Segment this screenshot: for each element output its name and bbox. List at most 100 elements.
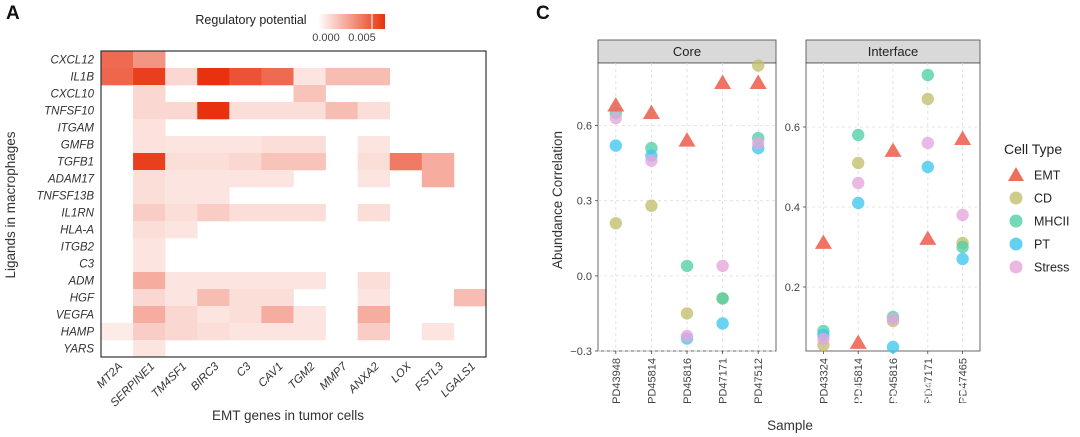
heat-cell bbox=[389, 153, 423, 171]
heat-cell bbox=[261, 306, 294, 324]
x-tick-label: PD45816 bbox=[888, 358, 900, 404]
heat-cell bbox=[229, 68, 262, 86]
x-tick-label: PD47465 bbox=[958, 358, 970, 404]
heat-cell bbox=[133, 340, 166, 358]
heat-cell bbox=[293, 102, 326, 120]
heat-cell bbox=[165, 221, 198, 239]
heat-cell bbox=[421, 323, 455, 341]
heat-cell bbox=[133, 119, 166, 137]
heatmap-row-label: TNFSF10 bbox=[44, 106, 94, 118]
heatmap-row-label: C3 bbox=[79, 259, 94, 271]
heatmap-col-label: CAV1 bbox=[256, 361, 285, 390]
heat-cell bbox=[453, 289, 487, 307]
facet-strip-label: Core bbox=[673, 44, 701, 59]
point-emt bbox=[607, 97, 625, 112]
point-emt bbox=[714, 74, 732, 89]
heatmap-col-label: MMP7 bbox=[318, 360, 350, 392]
legend-key-triangle bbox=[1008, 167, 1024, 181]
point-emt bbox=[642, 104, 660, 119]
heat-cell bbox=[357, 153, 391, 171]
point-pt bbox=[852, 196, 865, 210]
heat-cell bbox=[261, 136, 294, 154]
heatmap-col-label: TM4SF1 bbox=[150, 361, 190, 401]
legend-key-circle bbox=[1009, 260, 1023, 274]
point-emt bbox=[884, 142, 902, 157]
legend-label: MHCII bbox=[1034, 215, 1069, 229]
heat-cell bbox=[165, 289, 198, 307]
heat-cell bbox=[293, 153, 326, 171]
heat-cell bbox=[293, 272, 326, 290]
heat-cell bbox=[133, 221, 166, 239]
heat-cell bbox=[133, 153, 166, 171]
legend-label: Stress bbox=[1034, 261, 1069, 275]
heat-cell bbox=[165, 187, 198, 205]
heatmap-col-label: BIRC3 bbox=[189, 360, 222, 393]
heat-cell bbox=[357, 204, 391, 222]
scatter-y-title: Abundance Correlation bbox=[550, 131, 565, 269]
point-stress bbox=[956, 208, 969, 222]
y-tick-label: 0.2 bbox=[785, 282, 800, 294]
x-tick-label: PD43324 bbox=[818, 358, 830, 404]
heat-cell bbox=[133, 323, 166, 341]
heat-cell bbox=[261, 289, 294, 307]
heat-cell bbox=[229, 204, 262, 222]
heat-cell bbox=[165, 306, 198, 324]
y-tick-label: 0.3 bbox=[577, 196, 592, 208]
facet-strip-label: Interface bbox=[868, 44, 919, 59]
x-tick-label: PD47171 bbox=[718, 358, 730, 404]
heat-cell bbox=[101, 51, 134, 69]
heat-cell bbox=[197, 306, 230, 324]
point-mhcii bbox=[921, 68, 934, 82]
heatmap-col-label: MT2A bbox=[95, 360, 125, 390]
point-emt bbox=[749, 74, 767, 89]
heat-cell bbox=[197, 272, 230, 290]
heat-cell bbox=[261, 272, 294, 290]
heatmap-col-label: C3 bbox=[235, 360, 254, 379]
heat-cell bbox=[293, 204, 326, 222]
y-tick-label: 0.6 bbox=[785, 122, 800, 134]
heat-cell bbox=[325, 102, 358, 120]
heat-cell bbox=[165, 153, 198, 171]
heat-cell bbox=[293, 323, 326, 341]
heat-cell bbox=[197, 68, 230, 86]
heat-cell bbox=[261, 170, 294, 188]
legend-item-cd: CD bbox=[1009, 191, 1052, 206]
heatmap-row-label: CXCL10 bbox=[51, 89, 95, 101]
heat-cell bbox=[101, 323, 134, 341]
heat-cell bbox=[293, 306, 326, 324]
heat-cell bbox=[197, 153, 230, 171]
x-tick-label: PD47512 bbox=[753, 358, 765, 404]
heat-cell bbox=[229, 272, 262, 290]
heat-cell bbox=[229, 153, 262, 171]
heat-cell bbox=[165, 272, 198, 290]
heatmap-row-label: VEGFA bbox=[56, 310, 94, 322]
point-stress bbox=[817, 332, 830, 346]
legend-item-stress: Stress bbox=[1009, 260, 1069, 275]
heat-cell bbox=[261, 68, 294, 86]
x-tick-label: PD45814 bbox=[853, 358, 865, 404]
heatmap-x-title: EMT genes in tumor cells bbox=[212, 408, 364, 423]
heat-cell bbox=[261, 153, 294, 171]
heat-cell bbox=[357, 136, 391, 154]
heat-cell bbox=[357, 102, 391, 120]
facets: Core −0.3 0.0 0.3 0.6 PD43948 PD45814 PD45816 PD… bbox=[570, 39, 981, 404]
heat-cell bbox=[357, 68, 391, 86]
point-stress bbox=[680, 329, 694, 343]
heat-cell bbox=[229, 136, 262, 154]
panel-c-scatter: C Abundance Correlation Sample Core −0.3 0… bbox=[536, 3, 1069, 433]
heat-cell bbox=[421, 170, 455, 188]
heat-cell bbox=[293, 85, 326, 103]
point-emt bbox=[678, 132, 696, 147]
point-stress bbox=[886, 312, 900, 326]
heatmap-row-label: CXCL12 bbox=[51, 55, 95, 67]
heatmap-row-label: ADAM17 bbox=[47, 174, 95, 186]
point-stress bbox=[716, 259, 729, 273]
heatmap-row-label: IL1RN bbox=[61, 208, 94, 220]
heat-cell bbox=[357, 289, 391, 307]
point-cd bbox=[921, 92, 934, 106]
y-tick-label: −0.3 bbox=[570, 346, 592, 358]
point-cd bbox=[752, 59, 765, 72]
legend-item-mhcii: MHCII bbox=[1009, 214, 1069, 229]
heat-cell bbox=[197, 323, 230, 341]
